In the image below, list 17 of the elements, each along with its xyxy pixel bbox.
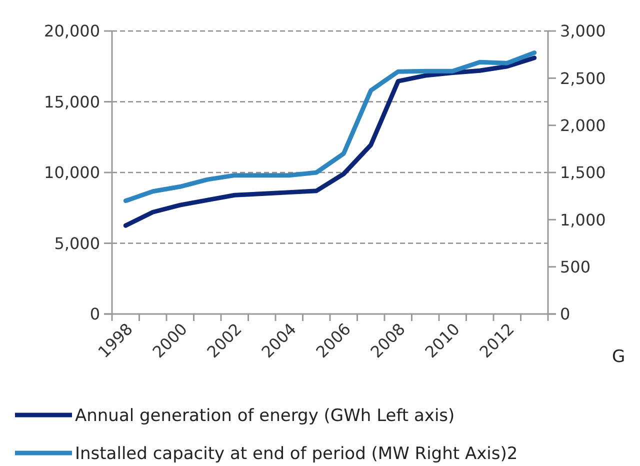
y2-tick-label: 1,000 — [560, 210, 606, 230]
y2-tick-label: 2,500 — [560, 68, 606, 88]
y2-tick-label: 3,000 — [560, 22, 606, 41]
y-tick-label: 0 — [90, 304, 100, 324]
legend-label: Annual generation of energy (GWh Left axis) — [75, 406, 455, 426]
legend-label: Installed capacity at end of period (MW Right Axis)2 — [75, 444, 518, 464]
line-series — [123, 56, 537, 228]
y2-tick-label: 1,500 — [560, 163, 606, 182]
y2-tick-label: 0 — [560, 304, 570, 324]
text: G — [612, 346, 626, 367]
y-tick-label: 5,000 — [54, 234, 100, 253]
y-tick-label: 20,000 — [44, 22, 100, 41]
y-tick-label: 15,000 — [44, 92, 100, 112]
y2-tick-label: 500 — [560, 257, 591, 276]
line-series — [123, 50, 537, 204]
y-tick-label: 10,000 — [44, 163, 100, 182]
y2-tick-label: 2,000 — [560, 116, 606, 135]
